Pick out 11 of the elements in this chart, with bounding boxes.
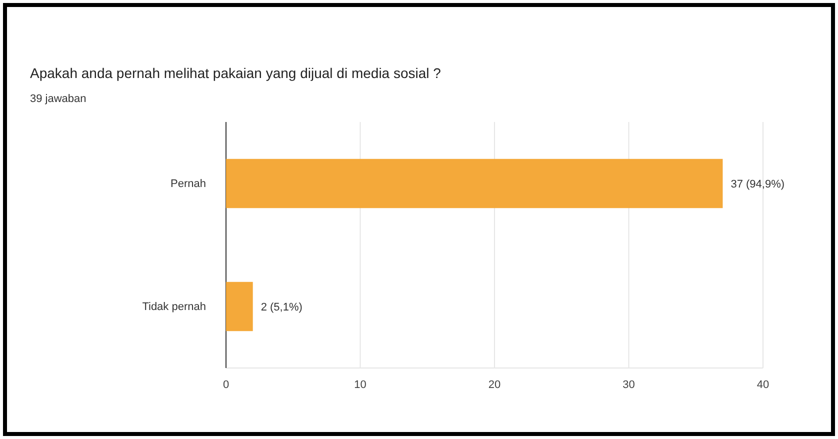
x-tick-label: 0 — [222, 378, 230, 391]
x-tick-label: 10 — [354, 378, 366, 391]
y-tick-label: Tidak pernah — [142, 301, 206, 314]
data-label: 2 (5,1%) — [260, 301, 302, 314]
x-tick-label: 40 — [756, 378, 770, 391]
data-label: 37 (94,9%) — [730, 178, 785, 190]
y-tick-label: Pernah — [170, 178, 206, 190]
chart-title: Apakah anda pernah melihat pakaian yang dijual di media sosial ? — [30, 65, 442, 81]
text: 39 jawaban — [30, 93, 86, 105]
x-tick-label: 20 — [488, 378, 501, 391]
x-tick-label: 30 — [622, 378, 635, 391]
